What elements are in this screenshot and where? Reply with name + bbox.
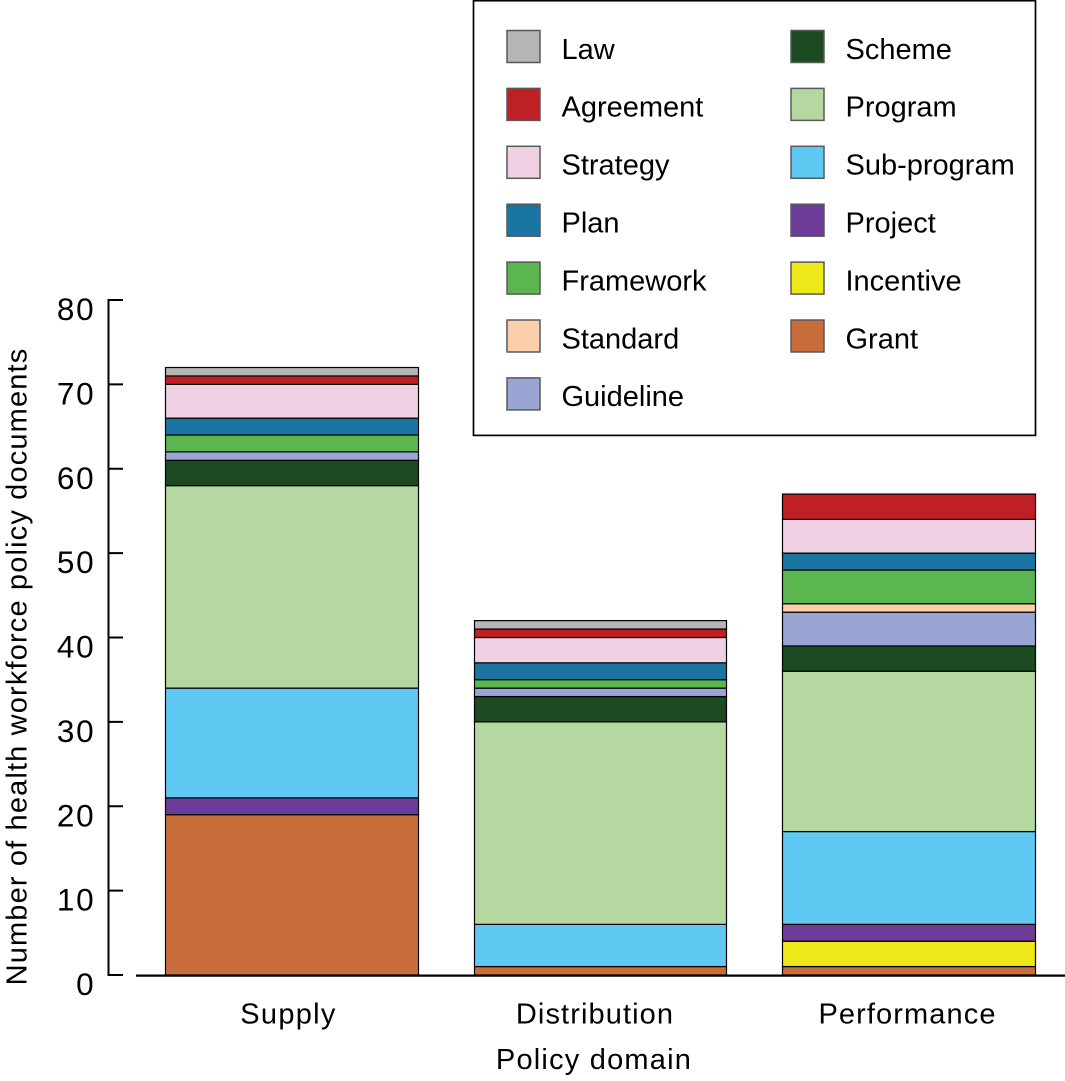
svg-text:70: 70 [57, 375, 96, 411]
svg-text:Number of health workforce pol: Number of health workforce policy docume… [2, 348, 34, 986]
svg-text:60: 60 [57, 460, 96, 496]
svg-text:30: 30 [57, 713, 96, 749]
svg-text:Program: Program [846, 92, 957, 124]
svg-text:Plan: Plan [562, 208, 620, 240]
svg-text:50: 50 [57, 544, 96, 580]
svg-text:Grant: Grant [846, 323, 919, 355]
svg-text:Policy domain: Policy domain [496, 1044, 692, 1076]
svg-text:40: 40 [57, 629, 96, 665]
svg-text:10: 10 [57, 882, 96, 918]
svg-text:Performance: Performance [818, 999, 996, 1031]
svg-text:Strategy: Strategy [562, 150, 670, 182]
svg-text:80: 80 [57, 291, 96, 327]
svg-text:Sub-program: Sub-program [846, 150, 1015, 182]
svg-text:Supply: Supply [240, 999, 336, 1031]
svg-text:Distribution: Distribution [516, 999, 674, 1031]
svg-text:Agreement: Agreement [562, 92, 704, 124]
svg-text:Project: Project [846, 208, 936, 240]
svg-text:20: 20 [57, 797, 96, 833]
svg-text:Law: Law [562, 34, 616, 66]
svg-text:Framework: Framework [562, 265, 708, 297]
svg-text:Scheme: Scheme [846, 34, 952, 66]
svg-text:Incentive: Incentive [846, 265, 962, 297]
svg-text:0: 0 [76, 966, 95, 1002]
svg-text:Standard: Standard [562, 323, 680, 355]
svg-text:Guideline: Guideline [562, 381, 685, 413]
